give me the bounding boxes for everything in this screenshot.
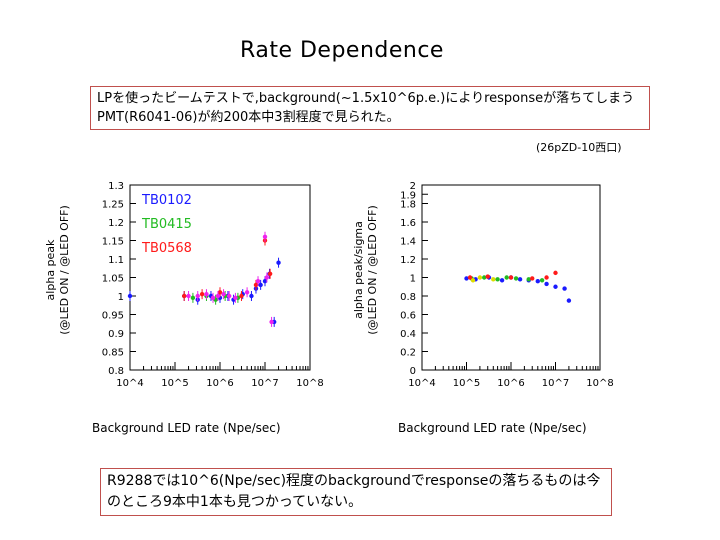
chart2-xtick-label: 10^7 <box>542 378 569 389</box>
chart2-point <box>544 281 549 287</box>
chart1-point <box>217 290 223 295</box>
chart1-point <box>181 293 187 299</box>
chart1-xlabel: Background LED rate (Npe/sec) <box>92 421 281 435</box>
chart1-point <box>255 279 261 284</box>
chart2-xtick-label: 10^4 <box>408 378 435 389</box>
chart1-point <box>204 291 209 297</box>
bottom-note-box: R9288では10^6(Npe/sec)程度のbackgroundでrespon… <box>100 468 612 516</box>
chart1-point <box>215 293 221 299</box>
source-note: (26pZD-10西口) <box>536 141 622 154</box>
chart2-point <box>467 275 473 280</box>
chart1-ylabel-text: alpha peak (@LED ON / @LED OFF) <box>44 205 71 335</box>
chart2-point <box>539 278 545 283</box>
chart1-frame <box>129 184 311 371</box>
chart1-point <box>269 319 274 325</box>
chart2-ytick-label: 0 <box>410 366 416 377</box>
chart1-point <box>249 293 254 299</box>
chart1-ytick-label: 1.05 <box>102 274 124 285</box>
chart1-point <box>262 279 268 284</box>
chart1-ytick-label: 1.3 <box>108 181 124 192</box>
chart2-ytick-label: 1.9 <box>400 190 416 201</box>
chart1-xtick-label: 10^8 <box>296 378 323 389</box>
chart1-ytick-label: 1.25 <box>102 200 124 211</box>
chart1-point <box>127 293 133 299</box>
chart2-ytick-label: 2 <box>410 181 416 192</box>
chart2-point <box>477 275 483 280</box>
chart2-point <box>544 275 549 280</box>
legend-tb0102: TB0102 <box>142 193 192 208</box>
top-note-box: LPを使ったビームテストで,background(~1.5x10^6p.e.)に… <box>90 86 650 130</box>
chart2-point <box>526 277 531 282</box>
chart2-ytick-label: 0.4 <box>400 329 416 340</box>
chart2-point <box>562 286 567 291</box>
chart2-ytick-label: 0.6 <box>400 311 416 322</box>
chart1-point <box>186 293 191 299</box>
chart1-point <box>221 291 226 297</box>
chart2-point <box>530 276 535 281</box>
chart2-ytick-label: 1 <box>410 274 416 285</box>
chart2-point <box>482 275 487 280</box>
top-note-text: LPを使ったビームテストで,background(~1.5x10^6p.e.)に… <box>97 91 635 125</box>
chart2-point <box>517 277 523 282</box>
chart2-point <box>470 278 476 283</box>
chart2-ytick-label: 0.2 <box>400 348 416 359</box>
chart2-point <box>553 270 558 276</box>
bottom-note-text: R9288では10^6(Npe/sec)程度のbackgroundでrespon… <box>107 473 601 510</box>
chart2-point <box>485 274 490 279</box>
chart1-point <box>199 291 205 297</box>
chart1-point <box>226 293 232 299</box>
chart1-point <box>195 293 200 299</box>
chart1-xtick-label: 10^7 <box>251 378 278 389</box>
chart1-point <box>244 290 250 295</box>
chart1-point <box>267 271 273 276</box>
chart2-point <box>491 277 496 282</box>
chart1-ytick-label: 0.95 <box>102 311 124 322</box>
chart2-ylabel-text: alpha peak/sigma (@LED ON / @LED OFF) <box>352 205 379 335</box>
chart1-point <box>239 293 244 299</box>
chart1-ytick-label: 1.15 <box>102 237 124 248</box>
chart2-point <box>499 278 505 283</box>
chart1-xtick-label: 10^5 <box>161 378 188 389</box>
chart1-point <box>276 260 281 265</box>
chart1-point <box>210 295 216 301</box>
chart2-ytick-label: 1.2 <box>400 255 416 266</box>
legend-tb0568: TB0568 <box>142 241 192 256</box>
chart2-xtick-label: 10^8 <box>586 378 613 389</box>
chart1-ylabel: alpha peak (@LED ON / @LED OFF) <box>44 170 72 370</box>
chart2-xtick-label: 10^5 <box>453 378 480 389</box>
chart2-point <box>535 279 540 284</box>
chart2-xtick-label: 10^6 <box>497 378 524 389</box>
chart1-ytick-label: 0.85 <box>102 348 124 359</box>
chart2-ytick-label: 1.4 <box>400 237 416 248</box>
chart1-point <box>264 275 270 280</box>
chart1-ytick-label: 0.9 <box>108 329 124 340</box>
chart2-point <box>553 284 558 289</box>
chart2-ytick-label: 0.8 <box>400 292 416 303</box>
chart2-xlabel: Background LED rate (Npe/sec) <box>398 421 587 435</box>
chart1-xtick-label: 10^4 <box>116 378 143 389</box>
chart1-xtick-label: 10^6 <box>206 378 233 389</box>
chart1-point <box>253 282 259 288</box>
chart1-point <box>190 295 196 301</box>
chart1-point <box>258 282 263 288</box>
chart2-point <box>566 298 572 303</box>
chart2-ylabel: alpha peak/sigma (@LED ON / @LED OFF) <box>352 170 380 370</box>
chart1-ytick-label: 1 <box>118 292 124 303</box>
chart2-point <box>495 277 500 282</box>
chart1-point <box>262 234 268 239</box>
chart2-point <box>508 275 514 280</box>
chart2-point <box>504 275 509 280</box>
chart2-point <box>464 276 469 281</box>
chart2-point <box>513 276 519 281</box>
chart1-ytick-label: 0.8 <box>108 366 124 377</box>
chart2-ytick-label: 1.8 <box>400 200 416 211</box>
chart2-ytick-label: 1.6 <box>400 218 416 229</box>
chart1-ytick-label: 1.1 <box>108 255 124 266</box>
legend-tb0415: TB0415 <box>142 217 192 232</box>
chart1-point <box>233 295 238 301</box>
chart1-ytick-label: 1.2 <box>108 218 124 229</box>
page-title: Rate Dependence <box>240 38 444 63</box>
